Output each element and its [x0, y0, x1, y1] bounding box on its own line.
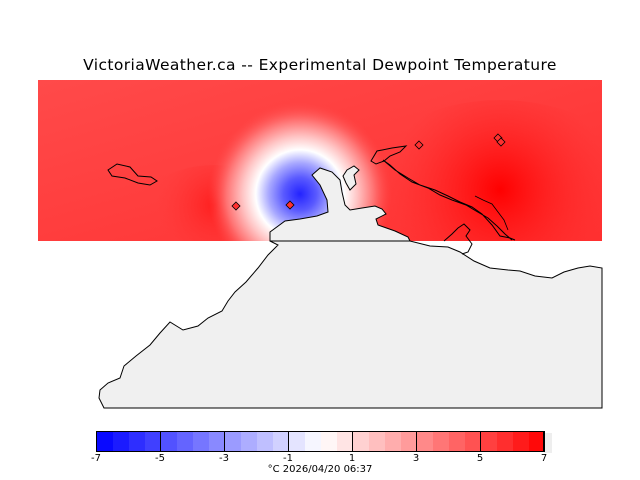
colorbar-tick-label: 5: [476, 453, 484, 464]
colorbar-tick: [224, 431, 225, 451]
colorbar-tick-label: -5: [155, 453, 165, 464]
colorbar-cell: [368, 431, 385, 451]
colorbar-tick: [480, 431, 481, 451]
boundary-bay-coast: [474, 195, 509, 231]
colorbar-tick: [352, 431, 353, 451]
colorbar-cell: [224, 431, 241, 451]
colorbar-tick: [288, 431, 289, 451]
map-title: VictoriaWeather.ca -- Experimental Dewpo…: [83, 56, 557, 74]
colorbar-cell: [528, 431, 545, 451]
colorbar-cell: [352, 431, 369, 451]
colorbar-cell: [160, 431, 177, 451]
colorbar-cell: [192, 431, 209, 451]
colorbar-cell: [256, 431, 273, 451]
colorbar-cell: [288, 431, 305, 451]
colorbar-tick-label: 1: [348, 453, 356, 464]
colorbar-tick-label: 7: [540, 453, 548, 464]
colorbar-cell: [480, 431, 497, 451]
tatoosh-island: [107, 163, 158, 186]
colorbar-tick: [160, 431, 161, 451]
colorbar-cell: [496, 431, 513, 451]
colorbar-cell: [416, 431, 433, 451]
colorbar-tick-label: -1: [283, 453, 293, 464]
colorbar-cell: [96, 431, 113, 451]
station-marker[interactable]: [231, 201, 241, 211]
fraser-delta-coast: [370, 145, 516, 241]
colorbar-tick: [96, 431, 97, 451]
land-lower: [98, 240, 603, 409]
colorbar-cell: [208, 431, 225, 451]
colorbar-cell: [144, 431, 161, 451]
point-roberts-coast: [443, 223, 473, 255]
colorbar-cell: [384, 431, 401, 451]
colorbar-cell: [304, 431, 321, 451]
colorbar-cell: [320, 431, 337, 451]
colorbar-cell: [128, 431, 145, 451]
vancouver-island-land: [269, 167, 411, 242]
colorbar-shadow: [544, 433, 552, 453]
colorbar-tick: [416, 431, 417, 451]
colorbar-cell: [512, 431, 529, 451]
colorbar-cell: [272, 431, 289, 451]
station-marker[interactable]: [496, 137, 506, 147]
station-marker[interactable]: [414, 140, 424, 150]
colorbar-tick-label: -3: [219, 453, 229, 464]
colorbar-cell: [464, 431, 481, 451]
station-marker[interactable]: [285, 200, 295, 210]
colorbar-cell: [432, 431, 449, 451]
colorbar-frame: [96, 431, 545, 452]
colorbar-cell: [240, 431, 257, 451]
colorbar-cell: [336, 431, 353, 451]
colorbar-cell: [112, 431, 129, 451]
colorbar-tick: [543, 431, 544, 451]
dewpoint-field: [38, 80, 602, 241]
colorbar-cell: [448, 431, 465, 451]
san-juan-islands: [342, 165, 360, 191]
colorbar-tick-label: 3: [412, 453, 420, 464]
weather-stations: [231, 133, 506, 211]
colorbar-caption: °C 2026/04/20 06:37: [267, 464, 373, 475]
colorbar-cell: [176, 431, 193, 451]
colorbar-cell: [400, 431, 417, 451]
colorbar: [96, 431, 545, 452]
colorbar-tick-label: -7: [91, 453, 101, 464]
